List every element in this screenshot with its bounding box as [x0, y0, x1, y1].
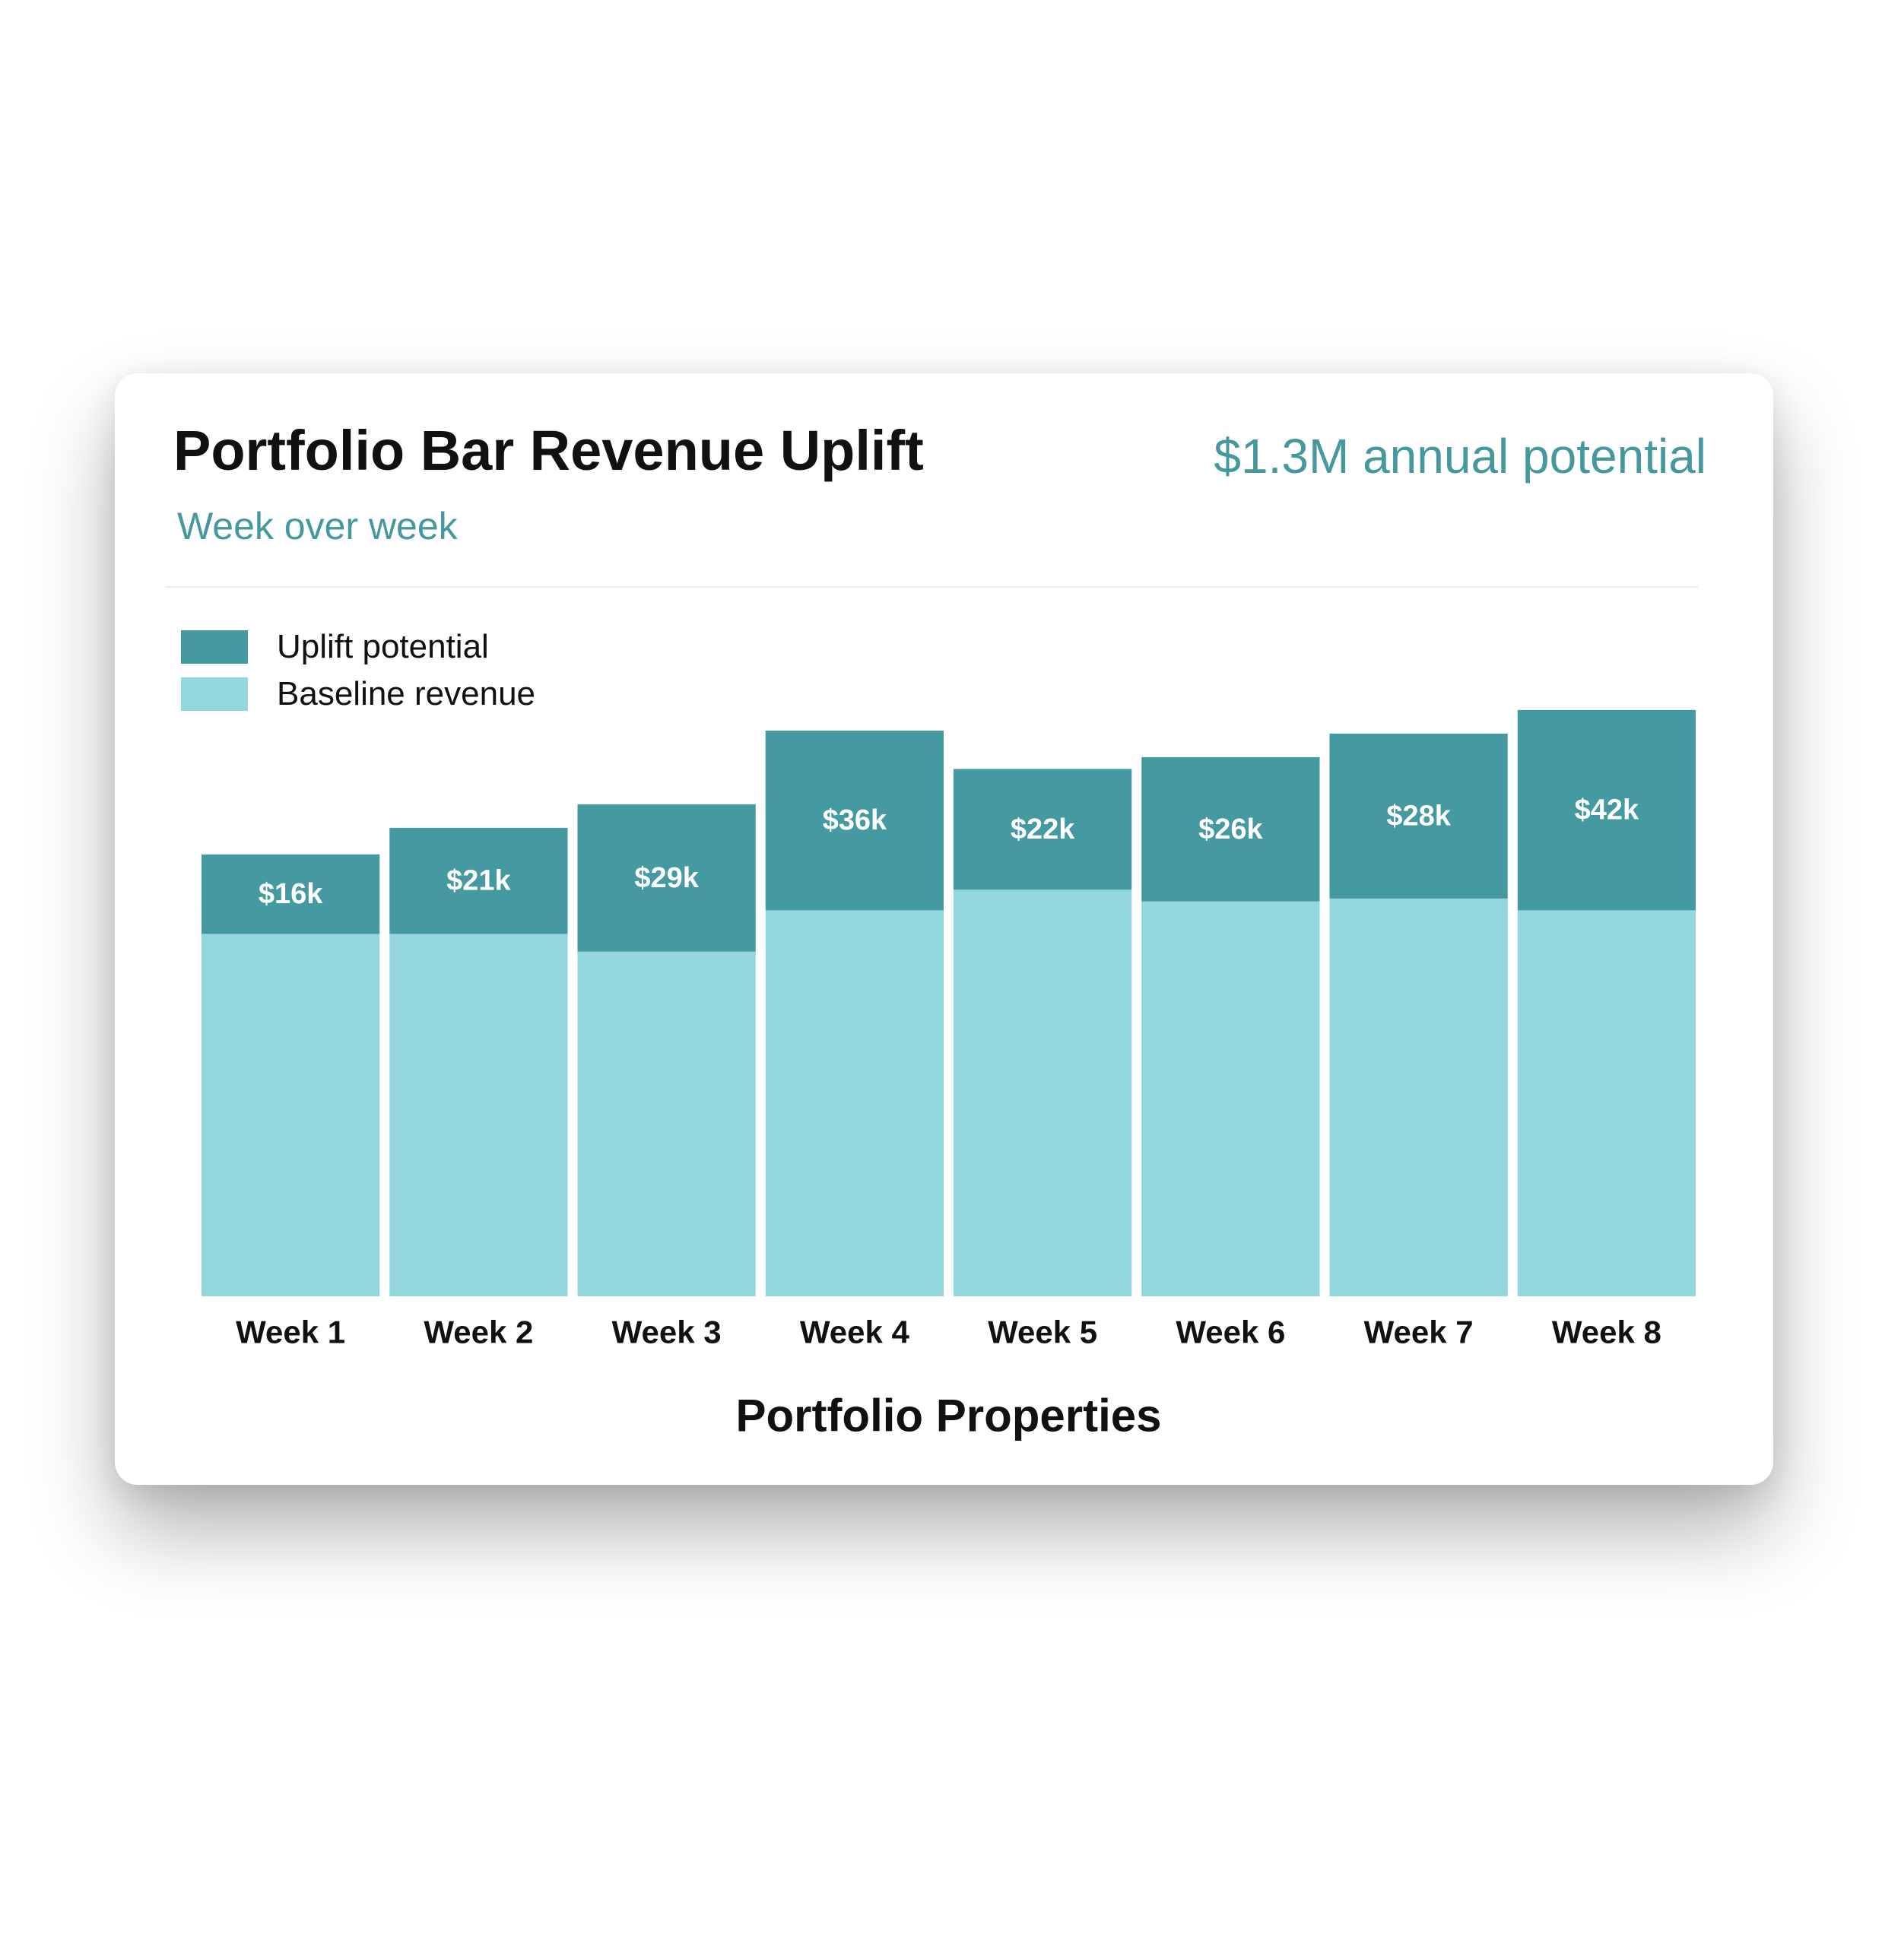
bar-baseline-week-2	[389, 934, 568, 1296]
bar-baseline-week-5	[954, 890, 1132, 1296]
legend-swatch-uplift	[181, 630, 248, 664]
legend-item-baseline: Baseline revenue	[181, 671, 535, 718]
x-tick-label-week-6: Week 6	[1176, 1315, 1285, 1350]
bar-baseline-week-3	[577, 951, 756, 1296]
bar-baseline-week-4	[765, 910, 944, 1296]
bar-baseline-week-7	[1329, 898, 1508, 1296]
x-tick-label-week-8: Week 8	[1552, 1315, 1661, 1350]
data-label-week-4: $36k	[823, 804, 887, 836]
chart-legend: Uplift potential Baseline revenue	[181, 623, 535, 718]
legend-item-uplift: Uplift potential	[181, 623, 535, 671]
x-tick-label-week-7: Week 7	[1364, 1315, 1474, 1350]
data-label-week-1: $16k	[259, 878, 323, 910]
bar-baseline-week-6	[1141, 901, 1320, 1296]
bar-uplift-week-4	[765, 731, 944, 911]
data-label-week-7: $28k	[1386, 800, 1451, 832]
x-tick-label-week-2: Week 2	[424, 1315, 533, 1350]
bar-uplift-week-7	[1329, 733, 1508, 899]
chart-title: Portfolio Bar Revenue Uplift	[173, 419, 924, 482]
data-label-week-3: $29k	[634, 862, 699, 894]
bar-uplift-week-1	[202, 854, 380, 934]
chart-subtitle: Week over week	[177, 505, 458, 547]
data-label-week-2: $21k	[446, 865, 511, 897]
x-tick-label-week-4: Week 4	[800, 1315, 910, 1350]
bar-uplift-week-8	[1517, 709, 1696, 911]
x-tick-label-week-3: Week 3	[612, 1315, 722, 1350]
data-label-week-5: $22k	[1011, 813, 1075, 845]
legend-label-baseline: Baseline revenue	[277, 675, 536, 712]
bar-uplift-week-2	[389, 827, 568, 934]
bar-uplift-week-5	[954, 769, 1132, 890]
x-tick-label-week-5: Week 5	[988, 1315, 1097, 1350]
x-tick-label-week-1: Week 1	[236, 1315, 345, 1350]
data-label-week-8: $42k	[1575, 794, 1639, 826]
bar-uplift-week-6	[1141, 756, 1320, 902]
bar-baseline-week-8	[1517, 910, 1696, 1296]
annual-potential-stat: $1.3M annual potential	[1214, 429, 1706, 484]
bar-baseline-week-1	[202, 934, 380, 1296]
data-label-week-6: $26k	[1198, 813, 1263, 845]
bar-uplift-week-3	[577, 804, 756, 952]
header-divider	[165, 586, 1698, 588]
legend-label-uplift: Uplift potential	[277, 628, 489, 665]
x-axis-title: Portfolio Properties	[735, 1391, 1161, 1441]
legend-swatch-baseline	[181, 677, 248, 711]
